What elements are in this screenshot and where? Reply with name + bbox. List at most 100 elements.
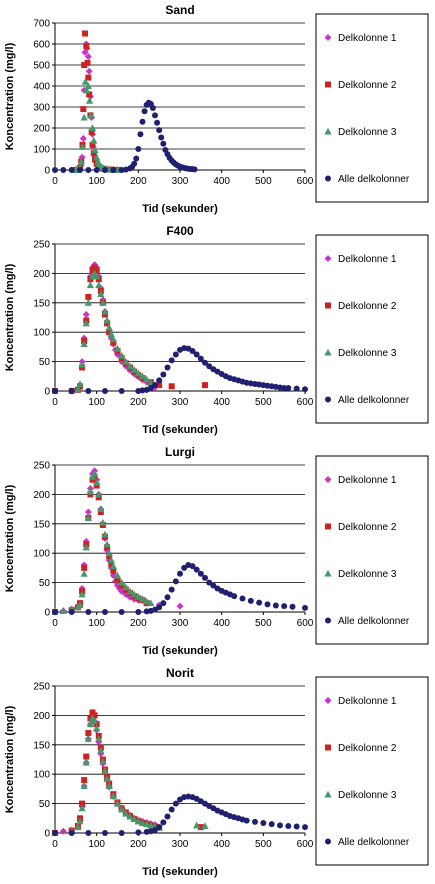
data-point xyxy=(177,570,183,577)
data-point xyxy=(135,146,142,152)
data-point xyxy=(83,86,91,94)
data-point xyxy=(88,129,95,136)
data-point xyxy=(164,813,171,820)
data-point xyxy=(91,146,99,154)
y-tick-label: 250 xyxy=(33,461,50,472)
data-point xyxy=(86,720,95,728)
data-point xyxy=(113,571,122,579)
data-point xyxy=(81,564,88,571)
x-tick-label: 300 xyxy=(172,397,189,408)
data-point xyxy=(78,360,86,368)
series-delkolonne-3 xyxy=(51,269,159,394)
data-point xyxy=(101,766,109,774)
x-tick-label: 600 xyxy=(297,839,314,850)
series-delkolonne-3 xyxy=(51,470,155,615)
series-delkolonne-1 xyxy=(51,467,184,616)
legend-label: Delkolonne 1 xyxy=(338,475,397,486)
chart-title: Lurgi xyxy=(165,445,195,459)
data-point xyxy=(131,160,138,167)
data-point xyxy=(210,582,217,589)
data-point xyxy=(147,821,155,829)
data-point xyxy=(156,604,163,611)
legend-label: Alle delkolonner xyxy=(338,837,410,848)
data-point xyxy=(97,290,105,297)
data-point xyxy=(90,717,99,725)
data-point xyxy=(156,127,163,134)
series-alle-delkolonner xyxy=(52,561,308,615)
chart-norit: Norit 0 50 100 150 200 250 0 100 200 300 400 500 600 T… xyxy=(4,666,429,878)
data-point xyxy=(152,827,158,834)
data-point xyxy=(84,299,92,306)
chart-panel-sand: Sand 0 100 200 300 400 500 600 700 0 100 200 300 400 5… xyxy=(0,0,435,221)
data-point xyxy=(293,385,300,392)
data-point xyxy=(82,30,88,37)
legend-label: Alle delkolonner xyxy=(338,395,410,406)
legend-marker xyxy=(324,127,332,135)
data-point xyxy=(80,113,88,121)
data-point xyxy=(193,566,200,573)
data-point xyxy=(113,799,122,807)
data-point xyxy=(118,587,126,595)
data-point xyxy=(268,821,275,828)
data-point xyxy=(243,817,250,824)
data-point xyxy=(152,112,158,119)
x-tick-label: 500 xyxy=(255,618,272,629)
data-point xyxy=(85,388,92,394)
legend-box xyxy=(315,13,429,203)
data-point xyxy=(206,579,213,586)
data-point xyxy=(181,564,188,571)
data-point xyxy=(189,348,196,355)
data-point xyxy=(102,830,108,836)
data-point xyxy=(82,319,90,327)
x-tick-label: 400 xyxy=(213,618,230,629)
legend-label: Delkolonne 1 xyxy=(338,33,397,44)
data-point xyxy=(77,167,83,173)
data-point xyxy=(141,108,148,115)
x-tick-label: 200 xyxy=(130,176,147,187)
data-point xyxy=(85,74,92,81)
data-point xyxy=(281,603,288,610)
y-tick-label: 50 xyxy=(39,578,51,589)
data-point xyxy=(78,590,86,598)
data-point xyxy=(86,281,95,289)
y-tick-label: 100 xyxy=(33,549,50,560)
data-point xyxy=(82,543,90,551)
data-point xyxy=(74,823,82,831)
chart-panel-f400: F400 0 50 100 150 200 250 0 100 200 300 400 500 600 Ti… xyxy=(0,221,435,442)
data-point xyxy=(81,62,88,68)
data-point xyxy=(79,135,87,142)
data-point xyxy=(52,830,58,836)
data-point xyxy=(84,53,92,61)
data-point xyxy=(106,329,113,336)
data-point xyxy=(113,344,122,352)
data-point xyxy=(152,382,158,389)
legend-marker xyxy=(325,744,331,751)
data-point xyxy=(260,820,267,827)
x-tick-label: 300 xyxy=(172,618,189,629)
data-point xyxy=(168,586,175,593)
data-point xyxy=(85,609,92,615)
x-tick-label: 0 xyxy=(52,618,58,629)
data-point xyxy=(135,829,142,836)
data-point xyxy=(135,609,142,615)
data-point xyxy=(160,600,167,607)
legend-label: Delkolonne 3 xyxy=(338,790,397,801)
data-point xyxy=(88,124,97,131)
data-point xyxy=(197,570,204,577)
data-point xyxy=(281,385,288,392)
legend-marker xyxy=(324,790,332,798)
data-point xyxy=(285,385,292,392)
chart-title: F400 xyxy=(166,224,194,238)
data-point xyxy=(126,362,134,370)
data-point xyxy=(202,574,208,581)
legend-marker xyxy=(324,255,332,262)
data-point xyxy=(101,307,109,315)
data-point xyxy=(76,817,84,825)
data-point xyxy=(164,364,171,371)
data-point xyxy=(191,166,198,173)
legend-marker xyxy=(324,348,332,356)
legend-label: Delkolonne 2 xyxy=(338,80,397,91)
data-point xyxy=(289,603,296,610)
data-point xyxy=(103,775,111,782)
x-tick-label: 300 xyxy=(172,839,189,850)
